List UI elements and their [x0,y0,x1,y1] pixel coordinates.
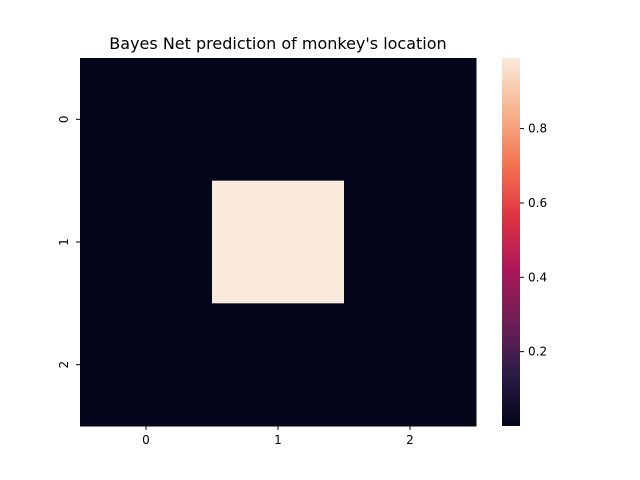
chart-title: Bayes Net prediction of monkey's locatio… [109,34,446,53]
heatmap-cell [212,180,345,304]
colorbar-tick-label: 0.8 [528,122,547,136]
x-axis: 0 1 2 [142,426,414,447]
heatmap-cell [80,180,213,304]
y-tick-label: 2 [57,361,71,369]
colorbar [502,58,520,426]
heatmap-cell [80,58,213,182]
y-tick-label: 1 [57,238,71,246]
colorbar-tick-label: 0.4 [528,270,547,284]
x-tick-label: 1 [274,433,282,447]
heatmap-cell [344,180,477,304]
heatmap-cell [212,303,345,427]
y-tick-label: 0 [57,116,71,124]
heatmap-cell [212,58,345,182]
x-tick-label: 2 [406,433,414,447]
colorbar-tick-label: 0.2 [528,345,547,359]
heatmap-cell [344,303,477,427]
x-tick-label: 0 [142,433,150,447]
colorbar-tick-label: 0.6 [528,196,547,210]
heatmap-cell [344,58,477,182]
colorbar-axis: 0.2 0.4 0.6 0.8 [520,122,547,359]
y-axis: 0 1 2 [57,116,80,369]
heatmap-cells [80,58,477,427]
heatmap-cell [80,303,213,427]
